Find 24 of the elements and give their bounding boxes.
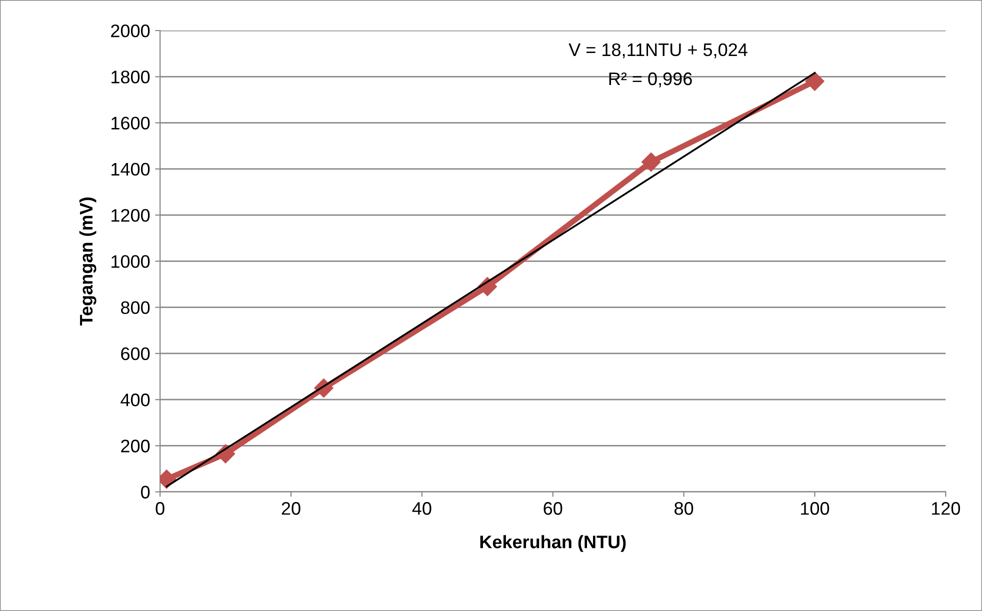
y-tick-label: 1200 bbox=[112, 209, 150, 222]
y-tick-label: 400 bbox=[120, 394, 150, 406]
y-tick-label: 1600 bbox=[112, 116, 150, 130]
y-tick-label: 1800 bbox=[112, 70, 150, 84]
x-tick-label: 60 bbox=[544, 502, 562, 515]
point bbox=[805, 72, 824, 91]
x-tick-label: 20 bbox=[282, 502, 300, 515]
point bbox=[642, 152, 661, 172]
annotation: V = 18,11NTU + 5,024 bbox=[568, 43, 748, 58]
y-tick-label: 800 bbox=[121, 301, 150, 314]
x-tick-label: 120 bbox=[932, 502, 960, 515]
x-tick-label: 80 bbox=[674, 502, 694, 515]
annotation: R² = 0,996 bbox=[609, 72, 692, 88]
y-tick-label: 1400 bbox=[112, 162, 150, 176]
x-tick-label: 100 bbox=[801, 502, 830, 515]
x-axis-title: Kekeruhan (NTU) bbox=[480, 535, 626, 552]
y-tick-label: 600 bbox=[121, 347, 150, 360]
y-axis-title: Tegangan (mV) bbox=[79, 198, 96, 326]
x-tick-label: 40 bbox=[412, 502, 432, 515]
y-tick-label: 200 bbox=[121, 440, 150, 452]
x-tick-label: 0 bbox=[156, 502, 164, 515]
y-tick-label: 0 bbox=[141, 486, 150, 499]
y-tick-label: 1000 bbox=[112, 255, 150, 268]
y-tick-label: 2000 bbox=[111, 24, 150, 38]
